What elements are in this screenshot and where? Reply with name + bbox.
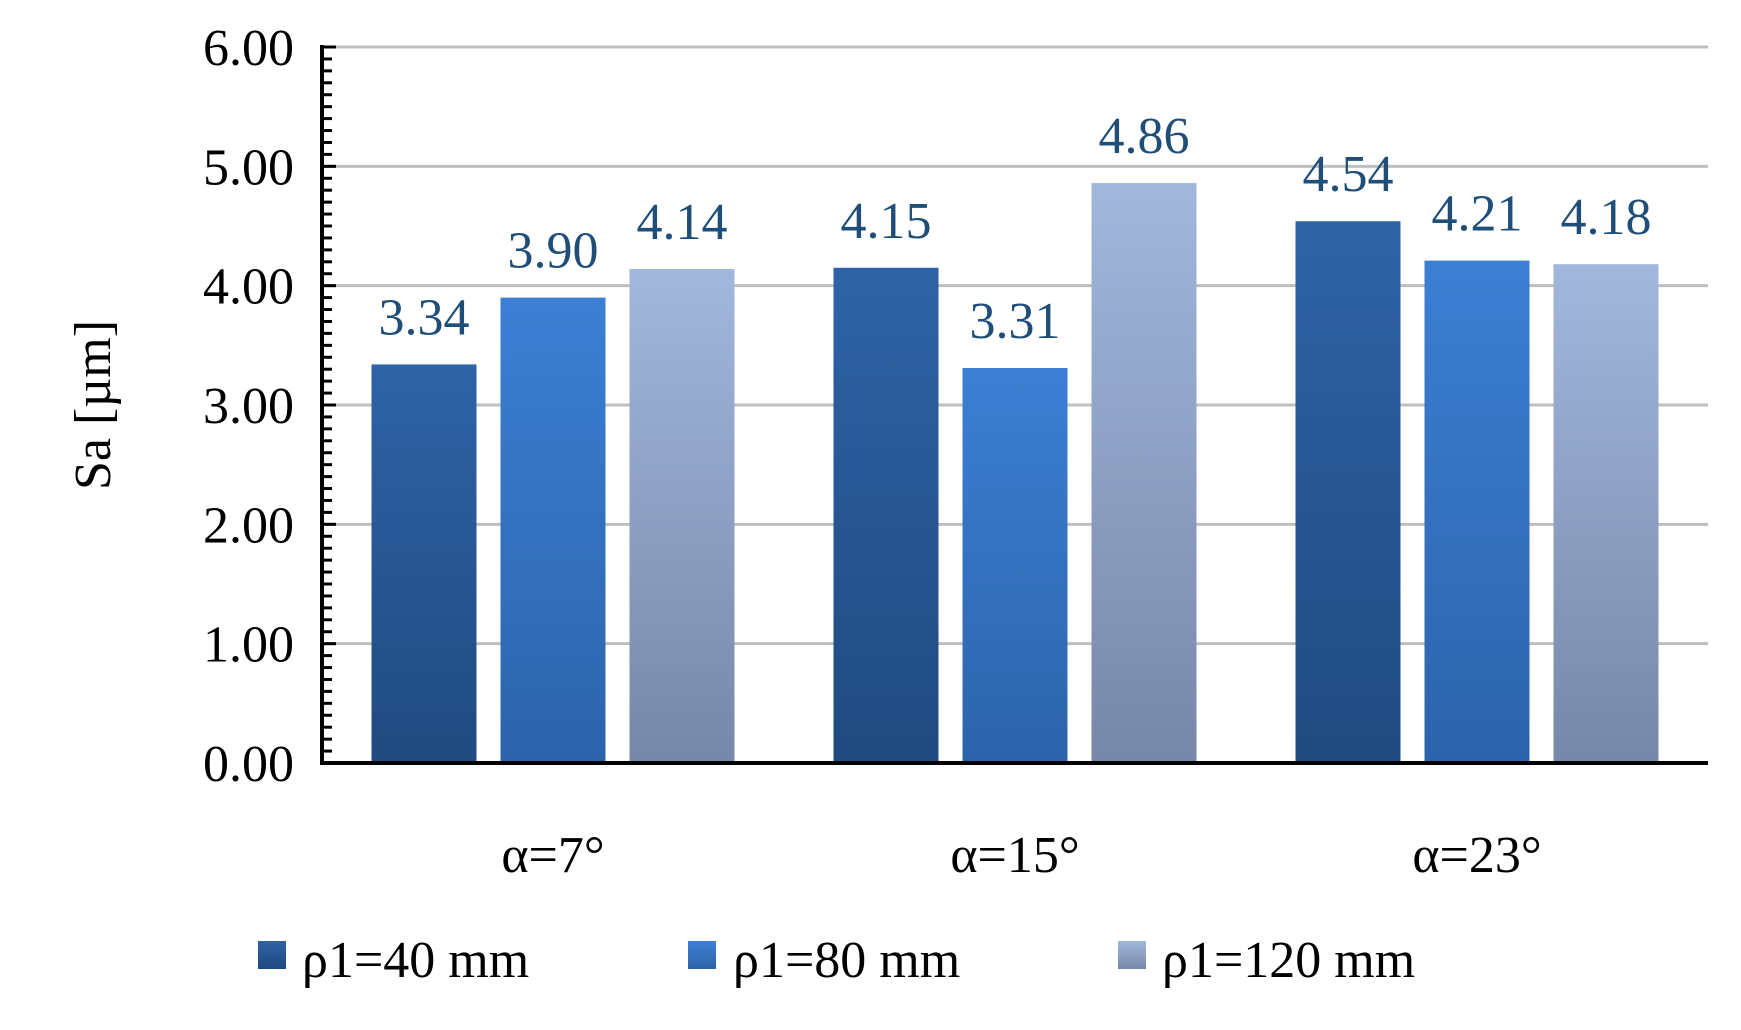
bar xyxy=(833,267,939,763)
bar xyxy=(962,368,1068,763)
bar xyxy=(500,297,606,763)
y-axis-title: Sa [µm] xyxy=(65,320,122,490)
y-tick-label: 4.00 xyxy=(203,259,294,316)
data-label: 4.18 xyxy=(1561,189,1652,246)
bar xyxy=(1553,264,1659,763)
y-tick-label: 3.00 xyxy=(203,378,294,435)
legend: ρ1=40 mm ρ1=80 mm ρ1=120 mm xyxy=(258,932,1415,989)
data-label: 4.21 xyxy=(1432,186,1523,243)
legend-swatch xyxy=(688,941,716,969)
data-label: 3.31 xyxy=(970,293,1061,350)
data-label: 3.90 xyxy=(508,223,599,280)
data-label: 4.14 xyxy=(637,194,728,251)
data-label: 4.15 xyxy=(841,193,932,250)
y-tick-label: 1.00 xyxy=(203,617,294,674)
y-tick-label: 2.00 xyxy=(203,497,294,554)
bars xyxy=(371,183,1659,764)
bar xyxy=(1091,183,1197,764)
legend-label: ρ1=80 mm xyxy=(733,932,960,989)
x-tick-label: α=23° xyxy=(1412,827,1541,884)
x-tick-label: α=7° xyxy=(501,827,604,884)
data-label: 4.86 xyxy=(1099,108,1190,165)
bar xyxy=(1424,260,1530,763)
legend-label: ρ1=120 mm xyxy=(1162,932,1415,989)
data-label: 4.54 xyxy=(1303,146,1394,203)
y-tick-label: 5.00 xyxy=(203,139,294,196)
bar xyxy=(629,268,735,763)
labels: 0.00 1.00 2.00 3.00 4.00 5.00 6.00 3.34 3.90 4.14… xyxy=(203,20,1652,884)
bar xyxy=(1295,221,1401,763)
y-tick-label: 0.00 xyxy=(203,736,294,793)
legend-swatch xyxy=(258,941,286,969)
data-label: 3.34 xyxy=(379,289,470,346)
legend-label: ρ1=40 mm xyxy=(302,932,529,989)
axes xyxy=(320,45,1708,765)
bar xyxy=(371,364,477,763)
legend-swatch xyxy=(1118,941,1146,969)
x-tick-label: α=15° xyxy=(950,827,1079,884)
y-tick-label: 6.00 xyxy=(203,20,294,77)
